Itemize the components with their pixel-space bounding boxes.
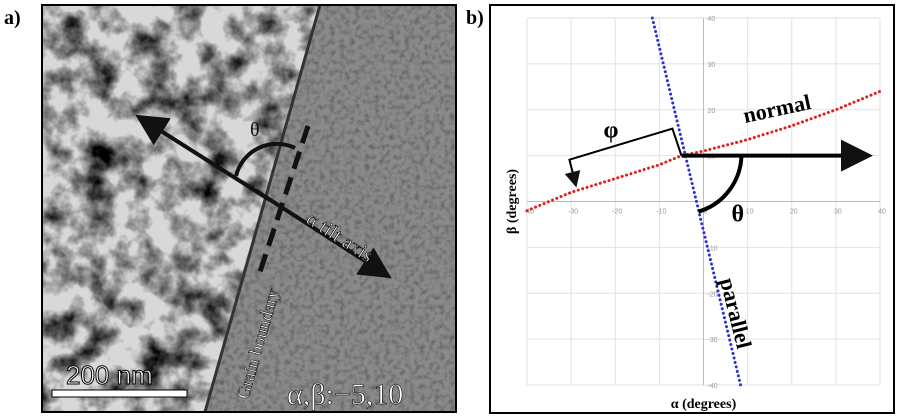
- angle-label: θ: [250, 119, 260, 141]
- series-line: [525, 89, 882, 213]
- scale-bar: [51, 389, 188, 398]
- x-tick-label: -10: [656, 209, 666, 216]
- panel-label: a): [4, 7, 21, 29]
- y-axis-label: β (degrees): [505, 169, 520, 234]
- x-tick-label: 30: [834, 209, 842, 216]
- y-tick-label: -20: [708, 291, 718, 298]
- phi-bracket: [564, 127, 683, 188]
- x-tick-label: -20: [612, 209, 622, 216]
- tilt-axis-arrow: [253, 188, 392, 279]
- panel-label: b): [466, 7, 484, 29]
- micrograph: [42, 5, 456, 412]
- y-tick-label: -30: [708, 337, 718, 344]
- scale-label: 200 nm: [66, 360, 153, 390]
- y-tick-label: -10: [708, 245, 718, 252]
- normal-arrow: [135, 114, 272, 202]
- y-tick-label: 20: [708, 108, 716, 115]
- x-tick-label: 20: [790, 209, 798, 216]
- x-tick-label: -40: [524, 209, 534, 216]
- annotation: φ: [603, 118, 618, 144]
- x-axis-label: α (degrees): [671, 397, 737, 412]
- x-tick-label: 10: [746, 209, 754, 216]
- annotation: θ: [731, 202, 744, 228]
- y-tick-label: 40: [708, 16, 716, 23]
- panel-frame: [41, 4, 457, 413]
- angle-arc: [234, 141, 296, 177]
- x-tick-label: 40: [878, 209, 886, 216]
- x-tick-label: -30: [568, 209, 578, 216]
- tilt-label: α,β:−5,10: [287, 378, 403, 411]
- series-line: [650, 16, 743, 387]
- x-tick-label: 0: [704, 209, 708, 216]
- y-tick-label: 30: [708, 62, 716, 69]
- angle-arc: [697, 155, 744, 214]
- panel-frame: [489, 4, 895, 414]
- y-tick-label: -40: [708, 383, 718, 390]
